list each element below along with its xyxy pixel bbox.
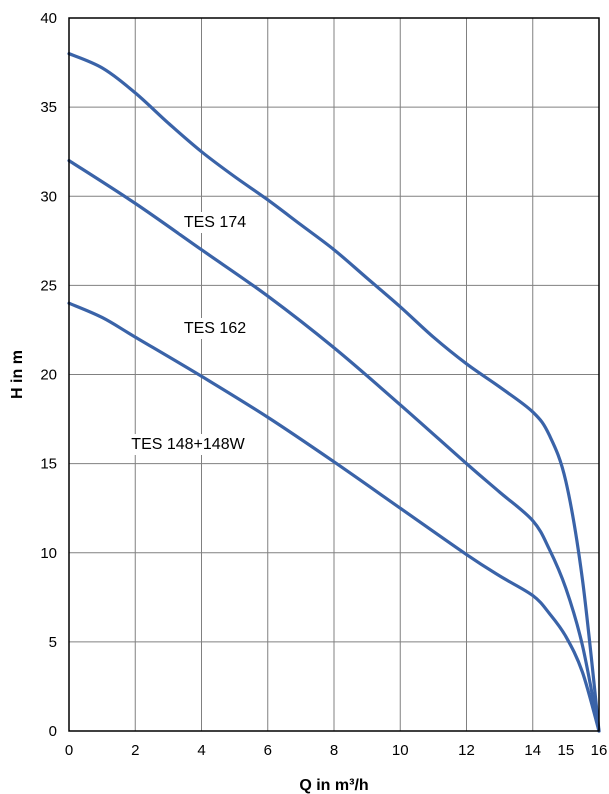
series-label-text: TES 174 (184, 214, 246, 231)
series-label: TES 162 (179, 318, 251, 339)
y-tick-label: 15 (40, 456, 57, 473)
series-line (67, 159, 601, 733)
series-label: TES 174 (179, 212, 251, 233)
series-label: TES 148+148W (127, 434, 250, 455)
x-tick-label: 14 (524, 742, 541, 759)
x-tick-label: 15 (558, 742, 575, 759)
y-tick-label: 5 (49, 634, 57, 651)
y-axis-title: H in m (9, 350, 26, 399)
x-tick-label: 12 (458, 742, 475, 759)
y-tick-label: 30 (40, 188, 57, 205)
series-label-background (179, 318, 251, 339)
x-tick-label: 4 (197, 742, 205, 759)
y-tick-label: 0 (49, 723, 57, 740)
x-tick-label: 2 (131, 742, 139, 759)
series-line (67, 52, 601, 733)
series-label-text: TES 162 (184, 320, 246, 337)
tick-labels: 0 2 4 6 8 10 12 14 15 16 0 5 10 15 20 25 30 35 40 (40, 10, 607, 759)
series-labels: TES 174 TES 162 TES 148+148W (127, 212, 251, 455)
y-tick-label: 10 (40, 545, 57, 562)
series-label-background (127, 434, 250, 455)
x-tick-label: 16 (591, 742, 608, 759)
y-tick-label: 20 (40, 367, 57, 384)
y-tick-label: 40 (40, 10, 57, 27)
series-lines (67, 52, 601, 733)
x-tick-label: 0 (65, 742, 73, 759)
plot-frame (68, 17, 600, 732)
y-tick-label: 25 (40, 277, 57, 294)
series-line (67, 301, 601, 733)
series-label-background (179, 212, 251, 233)
x-tick-label: 10 (392, 742, 409, 759)
x-axis-title: Q in m³/h (299, 777, 368, 794)
series-label-text: TES 148+148W (131, 436, 245, 453)
x-tick-label: 6 (264, 742, 272, 759)
y-tick-label: 35 (40, 99, 57, 116)
x-tick-label: 8 (330, 742, 338, 759)
grid (68, 17, 600, 732)
